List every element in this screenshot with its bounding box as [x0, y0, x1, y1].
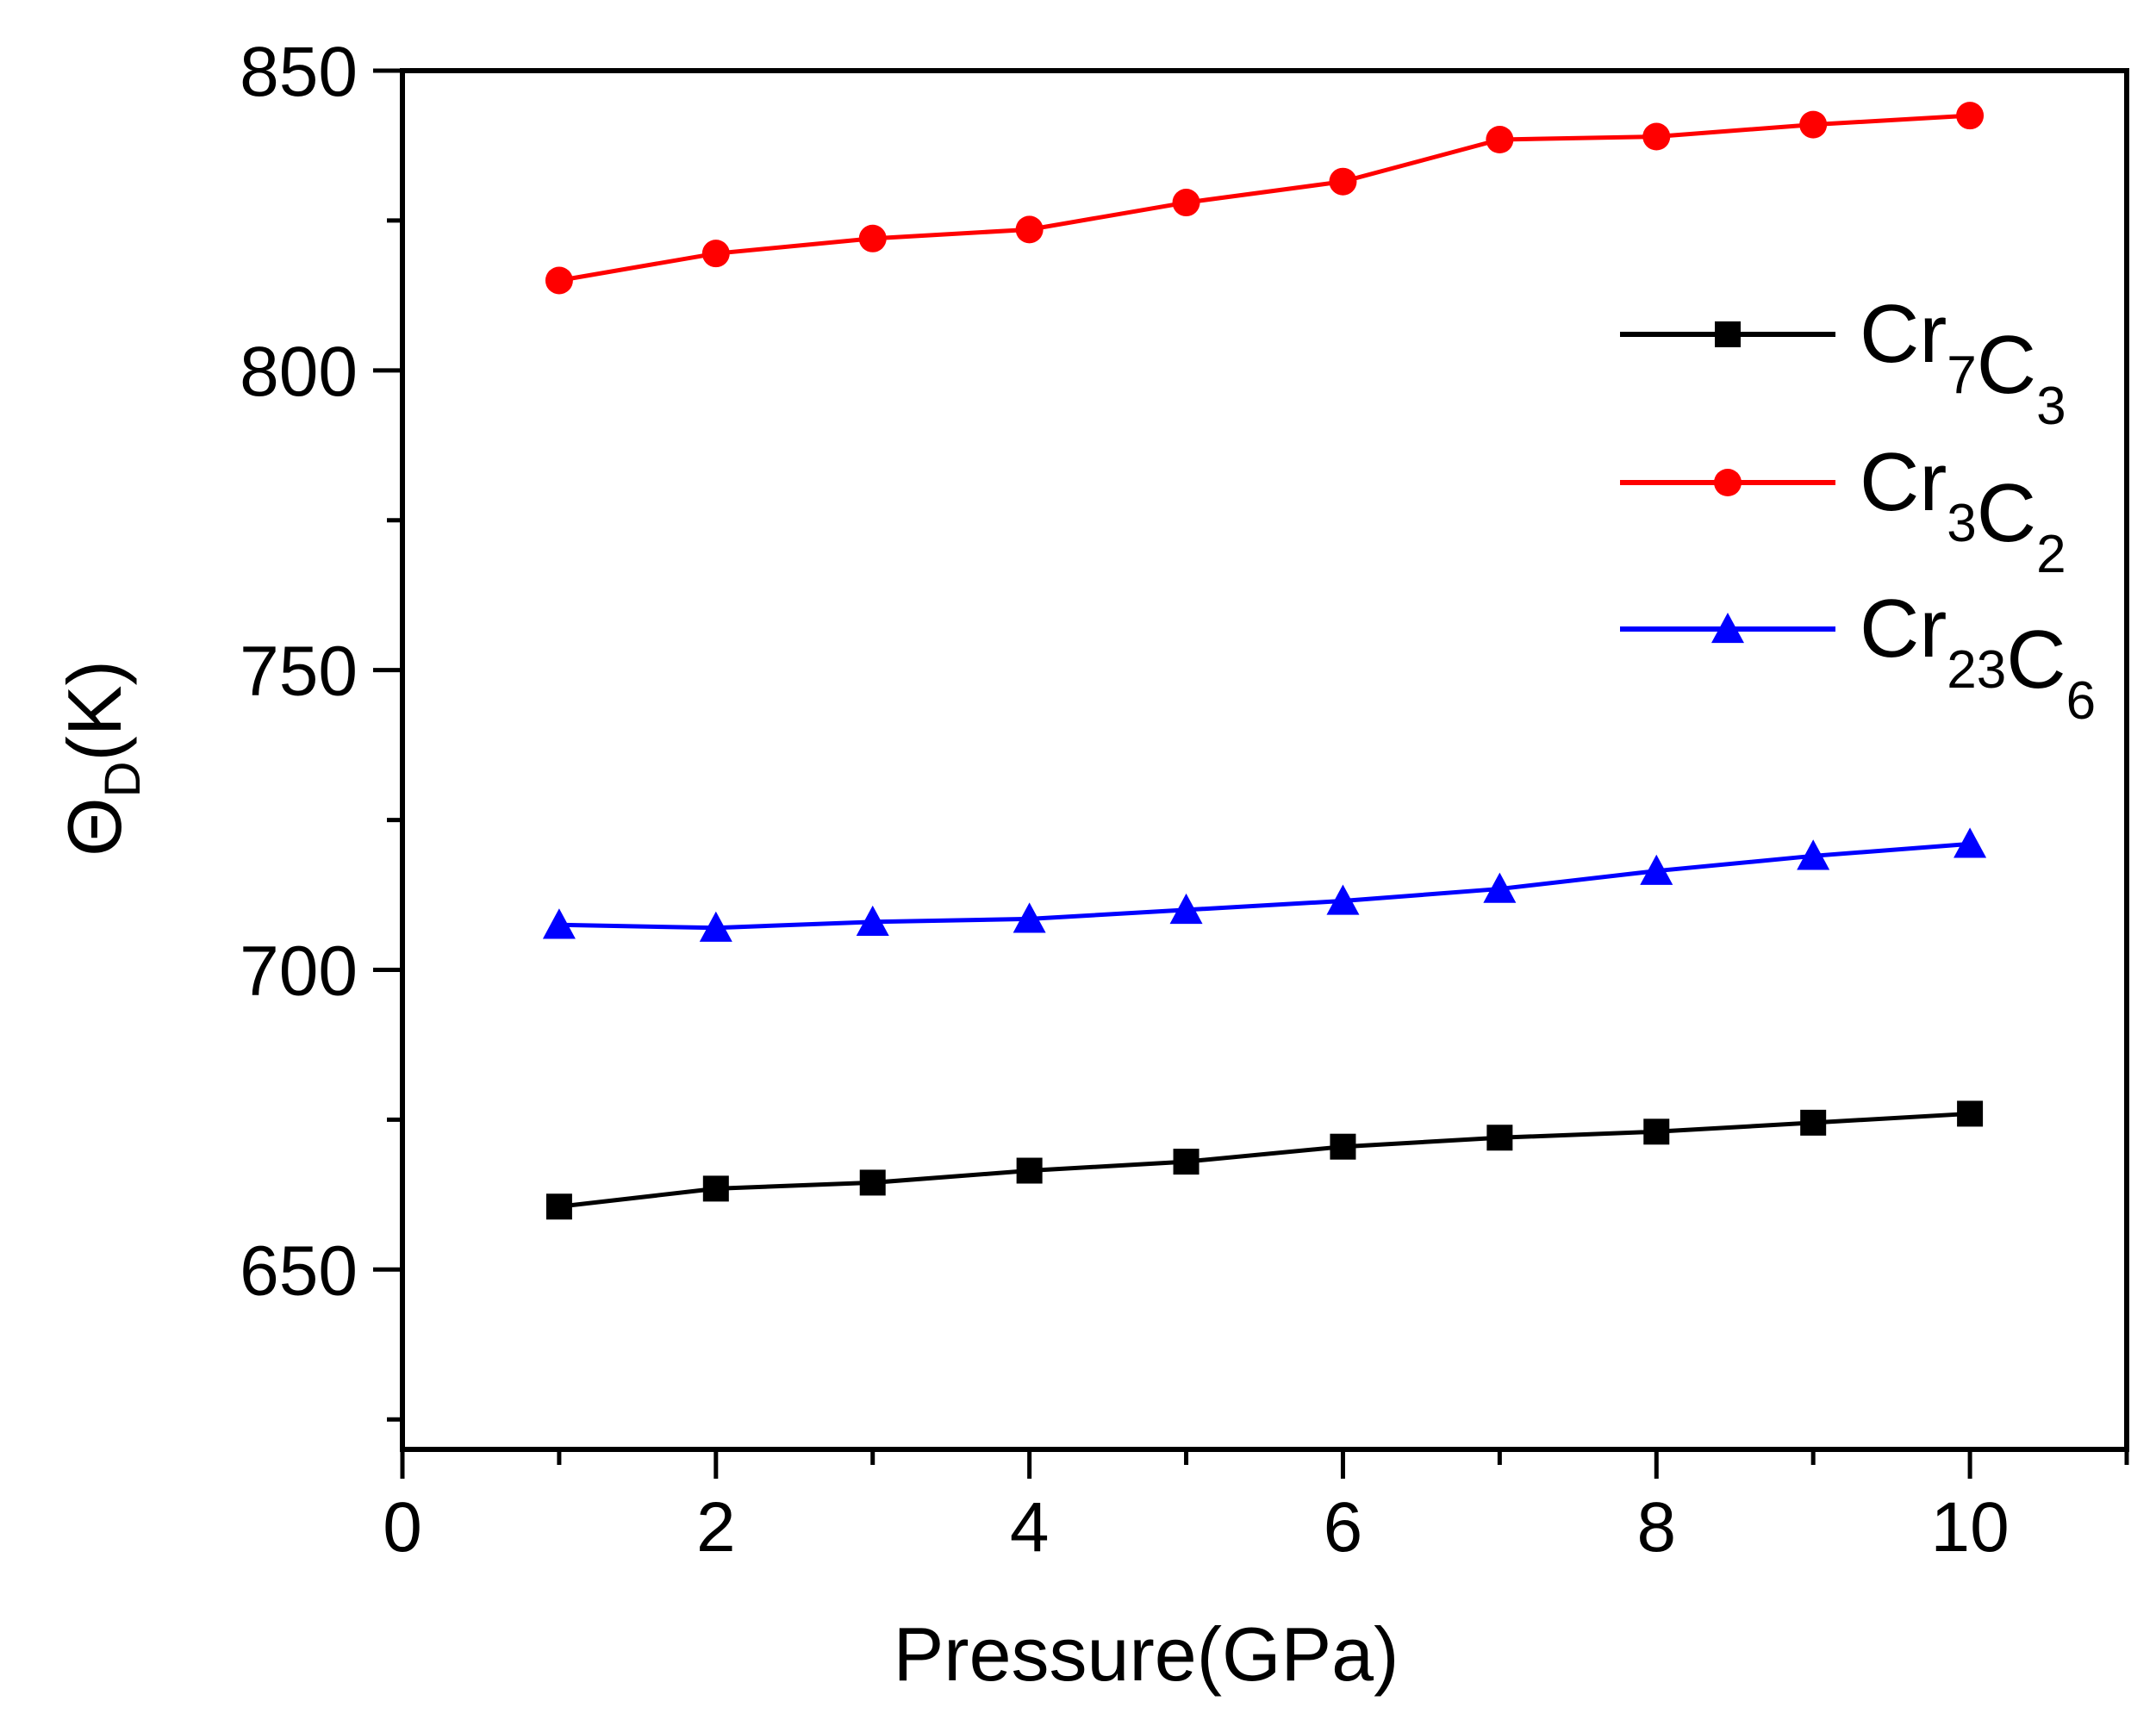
legend-item-Cr3C2: Cr3C2: [1620, 436, 2066, 584]
axis-ticks: 0 2 4 6 8 10 650 700 750 800 850: [240, 33, 2129, 1567]
y-axis-title-sub: D: [95, 761, 151, 797]
data-point: [1015, 215, 1044, 244]
data-point: [1326, 884, 1360, 915]
data-point: [1953, 827, 1987, 858]
x-axis-title: Pressure(GPa): [894, 1611, 1399, 1697]
data-point: [1173, 1149, 1200, 1175]
data-point: [545, 1193, 572, 1220]
data-point: [545, 266, 573, 295]
y-tick-label: 650: [240, 1231, 358, 1310]
data-point: [1799, 110, 1828, 139]
data-point: [859, 1169, 886, 1196]
series-line: [558, 113, 1971, 283]
series-Cr7C3: [545, 1100, 1984, 1220]
x-tick-label: 2: [696, 1488, 736, 1567]
y-axis-title-unit: (K): [52, 660, 137, 761]
series-Cr23C6: [542, 827, 1987, 942]
x-tick-label: 10: [1930, 1488, 2009, 1567]
legend-item-Cr23C6: Cr23C6: [1620, 583, 2096, 731]
data-point: [542, 908, 576, 939]
data-point: [1643, 1118, 1670, 1145]
y-tick-label: 800: [240, 333, 358, 411]
data-point: [699, 911, 732, 942]
y-tick-label: 700: [240, 932, 358, 1010]
x-tick-label: 0: [383, 1488, 422, 1567]
data-point: [1956, 102, 1985, 130]
data-point: [856, 905, 889, 936]
plot-frame: [400, 68, 2129, 1452]
legend-label: Cr23C6: [1860, 583, 2096, 731]
series-line: [558, 841, 1971, 931]
y-axis-title-main: Θ: [52, 797, 137, 856]
series-line: [558, 1111, 1971, 1209]
svg-text:ΘD(K): ΘD(K): [52, 660, 151, 857]
y-tick-label: 750: [240, 632, 358, 711]
legend-marker: [1715, 321, 1741, 347]
data-point: [701, 240, 730, 268]
series-Cr3C2: [545, 102, 1985, 295]
data-point: [1016, 1157, 1043, 1184]
data-point: [1169, 893, 1203, 925]
legend-marker: [1711, 613, 1744, 644]
data-point: [1640, 854, 1673, 885]
legend-item-Cr7C3: Cr7C3: [1620, 288, 2066, 436]
series-layer: [542, 102, 1987, 1220]
data-point: [1329, 167, 1357, 196]
y-axis-title: ΘD(K): [52, 660, 151, 857]
data-point: [1013, 902, 1046, 933]
data-point: [1486, 1125, 1513, 1151]
x-tick-label: 8: [1636, 1488, 1676, 1567]
data-point: [702, 1175, 729, 1202]
data-point: [1330, 1133, 1356, 1160]
data-point: [1642, 122, 1671, 151]
data-point: [1172, 189, 1200, 217]
legend-marker: [1714, 469, 1742, 496]
data-point: [1486, 126, 1514, 153]
data-point: [1797, 839, 1830, 870]
x-tick-label: 4: [1010, 1488, 1050, 1567]
data-point: [1800, 1109, 1827, 1136]
legend-label: Cr7C3: [1860, 288, 2066, 436]
x-tick-label: 6: [1324, 1488, 1363, 1567]
y-tick-label: 850: [240, 33, 358, 111]
legend-label: Cr3C2: [1860, 436, 2066, 584]
data-point: [1483, 872, 1517, 903]
data-point: [858, 224, 887, 252]
data-point: [1957, 1100, 1984, 1127]
